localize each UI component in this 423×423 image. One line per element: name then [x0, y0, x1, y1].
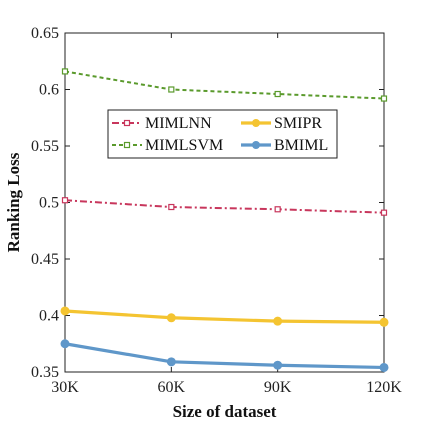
series-mimlsvm [61, 68, 388, 102]
data-point [60, 306, 70, 316]
legend-label: MIMLSVM [145, 137, 223, 154]
y-tick-label: 0.5 [39, 195, 59, 212]
legend-box [107, 109, 338, 159]
legend-marker [123, 119, 131, 127]
series-line [64, 342, 385, 370]
series-smipr [60, 306, 389, 327]
legend-item-smipr: SMIPR [241, 115, 322, 132]
data-point [274, 90, 281, 98]
x-tick-label: 30K [51, 379, 79, 396]
data-point [380, 95, 388, 102]
series-mimlnn [61, 197, 388, 216]
data-point [379, 362, 389, 372]
y-tick-label: 0.4 [39, 308, 59, 325]
data-point [60, 339, 70, 349]
data-point [274, 206, 281, 213]
legend-label: MIMLNN [145, 115, 212, 132]
y-tick-label: 0.65 [31, 25, 59, 42]
y-tick-label: 0.45 [31, 251, 59, 268]
y-axis-label: Ranking Loss [4, 152, 23, 252]
series-line [64, 199, 385, 214]
legend: MIMLNN SMIPR MIMLSVM BMIML [107, 109, 338, 159]
data-point [61, 197, 69, 204]
legend-marker [252, 119, 260, 127]
series-layer [60, 68, 389, 372]
y-tick-label: 0.6 [39, 82, 59, 99]
x-tick-label: 60K [158, 379, 186, 396]
y-tick-label: 0.35 [31, 364, 59, 381]
data-point [273, 360, 283, 370]
data-point [168, 86, 175, 93]
legend-marker [123, 141, 131, 149]
legend-item-bmiml: BMIML [241, 137, 328, 154]
data-point [168, 203, 175, 211]
x-axis-label: Size of dataset [173, 402, 277, 421]
data-point [273, 316, 283, 326]
plot-area: 0.35 0.4 0.45 0.5 0.55 0.6 0.65 30K 60K 90K 120K [31, 25, 402, 396]
legend-item-mimlnn: MIMLNN [112, 115, 212, 132]
data-point [379, 317, 389, 327]
y-tick-label: 0.55 [31, 138, 59, 155]
data-point [166, 357, 176, 367]
legend-marker [252, 141, 260, 149]
data-point [61, 68, 69, 75]
legend-item-mimlsvm: MIMLSVM [112, 137, 223, 154]
series-bmiml [60, 339, 389, 372]
data-point [166, 313, 176, 323]
legend-label: SMIPR [274, 115, 322, 132]
x-tick-label: 90K [264, 379, 292, 396]
series-line [64, 309, 385, 324]
legend-label: BMIML [274, 137, 328, 154]
data-point [380, 209, 388, 216]
x-tick-label: 120K [366, 379, 402, 396]
series-line [64, 70, 385, 100]
